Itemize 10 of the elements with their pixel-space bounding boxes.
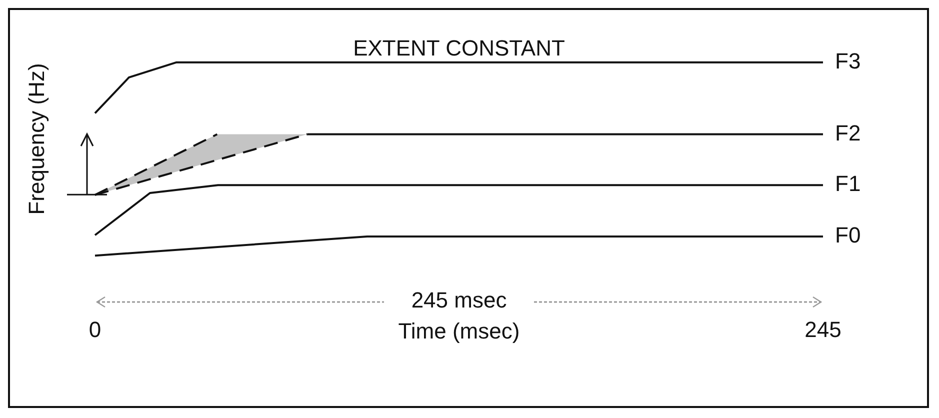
series-label: F3 bbox=[835, 48, 861, 74]
chart-title: EXTENT CONSTANT bbox=[353, 35, 565, 60]
series-label: F1 bbox=[835, 171, 861, 196]
x-tick-label: 245 bbox=[804, 316, 842, 342]
series-label: F0 bbox=[835, 222, 861, 248]
y-axis-title: Frequency (Hz) bbox=[24, 63, 50, 215]
x-tick-label: 0 bbox=[88, 316, 102, 342]
text: 245 msec bbox=[411, 288, 507, 313]
series-label: F2 bbox=[835, 120, 861, 146]
x-axis-title: Time (msec) bbox=[398, 318, 520, 344]
